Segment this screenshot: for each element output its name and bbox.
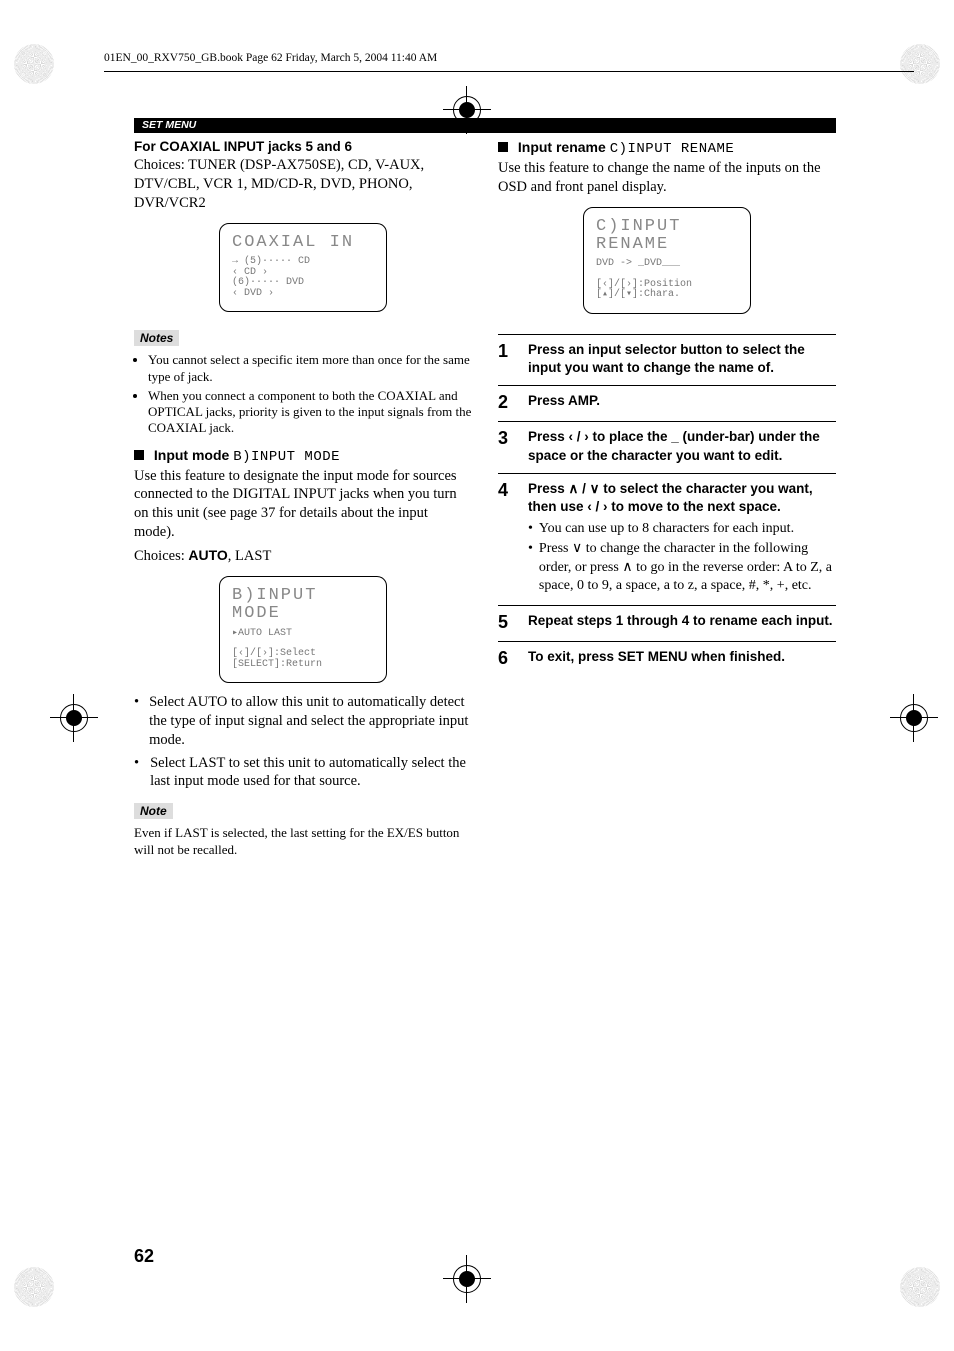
registration-mark — [449, 1261, 485, 1297]
print-corner-mark — [896, 40, 944, 88]
display-line: [SELECT]:Return — [232, 660, 378, 671]
header-rule — [104, 71, 914, 72]
manual-page: 01EN_00_RXV750_GB.book Page 62 Friday, M… — [0, 0, 954, 1351]
input-mode-body: Use this feature to designate the input … — [134, 467, 472, 542]
display-line: ‹ DVD › — [232, 289, 378, 300]
display-title: B)INPUT MODE — [232, 587, 378, 623]
coaxial-display: COAXIAL IN → (5)····· CD ‹ CD › (6)·····… — [219, 223, 387, 313]
headline-mono: C)INPUT RENAME — [610, 141, 735, 157]
left-column: For COAXIAL INPUT jacks 5 and 6 Choices:… — [134, 135, 472, 859]
input-rename-headline: Input rename C)INPUT RENAME — [498, 139, 836, 157]
step-sub-bullets: •You can use up to 8 characters for each… — [528, 520, 836, 595]
page-number: 62 — [134, 1246, 154, 1267]
print-corner-mark — [896, 1263, 944, 1311]
display-line: DVD -> _DVD___ — [596, 259, 742, 270]
step-number: 1 — [498, 341, 512, 377]
display-line: [▴]/[▾]:Chara. — [596, 290, 742, 301]
display-title: C)INPUT RENAME — [596, 218, 742, 254]
input-rename-body: Use this feature to change the name of t… — [498, 159, 836, 197]
registration-mark — [56, 700, 92, 736]
step-text: Press ∧ / ∨ to select the character you … — [528, 480, 836, 597]
notes-list: You cannot select a specific item more t… — [134, 352, 472, 436]
display-line: ▸AUTO LAST — [232, 629, 378, 640]
set-menu-label: SET MENU — [142, 118, 196, 133]
note-label: Note — [134, 803, 173, 819]
input-mode-display: B)INPUT MODE ▸AUTO LAST [‹]/[›]:Select [… — [219, 576, 387, 683]
step-number: 4 — [498, 480, 512, 597]
step-row: 1 Press an input selector button to sele… — [498, 334, 836, 385]
step-row: 6 To exit, press SET MENU when finished. — [498, 641, 836, 677]
right-column: Input rename C)INPUT RENAME Use this fea… — [498, 135, 836, 859]
content-area: SET MENU For COAXIAL INPUT jacks 5 and 6… — [134, 118, 836, 859]
input-mode-choices: Choices: AUTO, LAST — [134, 546, 472, 566]
step-number: 5 — [498, 612, 512, 633]
step-text: Press AMP. — [528, 392, 836, 413]
step-text: Press an input selector button to select… — [528, 341, 836, 377]
coaxial-body: Choices: TUNER (DSP-AX750SE), CD, V-AUX,… — [134, 156, 472, 213]
list-item: •Select AUTO to allow this unit to autom… — [134, 693, 472, 750]
step-row: 3 Press ‹ / › to place the _ (under-bar)… — [498, 421, 836, 472]
step-text: Repeat steps 1 through 4 to rename each … — [528, 612, 836, 633]
headline-text: Input rename — [518, 139, 606, 155]
step-row: 5 Repeat steps 1 through 4 to rename eac… — [498, 605, 836, 641]
list-item: •Select LAST to set this unit to automat… — [134, 754, 472, 792]
print-corner-mark — [10, 1263, 58, 1311]
square-bullet-icon — [498, 142, 508, 152]
print-corner-mark — [10, 40, 58, 88]
notes-label: Notes — [134, 330, 179, 346]
step-text: Press ‹ / › to place the _ (under-bar) u… — [528, 428, 836, 464]
display-title: COAXIAL IN — [232, 234, 378, 252]
input-mode-headline: Input mode B)INPUT MODE — [134, 447, 472, 465]
list-item: •Press ∨ to change the character in the … — [528, 540, 836, 595]
set-menu-bar: SET MENU — [134, 118, 836, 133]
step-number: 3 — [498, 428, 512, 464]
note-item: You cannot select a specific item more t… — [148, 352, 472, 385]
registration-mark — [896, 700, 932, 736]
input-mode-bullets: •Select AUTO to allow this unit to autom… — [134, 693, 472, 791]
headline-mono: B)INPUT MODE — [233, 449, 340, 465]
input-rename-display: C)INPUT RENAME DVD -> _DVD___ [‹]/[›]:Po… — [583, 207, 751, 314]
step-number: 6 — [498, 648, 512, 669]
step-row: 4 Press ∧ / ∨ to select the character yo… — [498, 473, 836, 605]
headline-text: Input mode — [154, 447, 229, 463]
square-bullet-icon — [134, 450, 144, 460]
list-item: •You can use up to 8 characters for each… — [528, 520, 836, 538]
coaxial-title: For COAXIAL INPUT jacks 5 and 6 — [134, 139, 472, 154]
step-text: To exit, press SET MENU when finished. — [528, 648, 836, 669]
note-text: Even if LAST is selected, the last setti… — [134, 825, 472, 859]
step-number: 2 — [498, 392, 512, 413]
step-row: 2 Press AMP. — [498, 385, 836, 421]
header-filename: 01EN_00_RXV750_GB.book Page 62 Friday, M… — [104, 52, 437, 64]
note-item: When you connect a component to both the… — [148, 388, 472, 437]
display-line: [‹]/[›]:Select — [232, 649, 378, 660]
